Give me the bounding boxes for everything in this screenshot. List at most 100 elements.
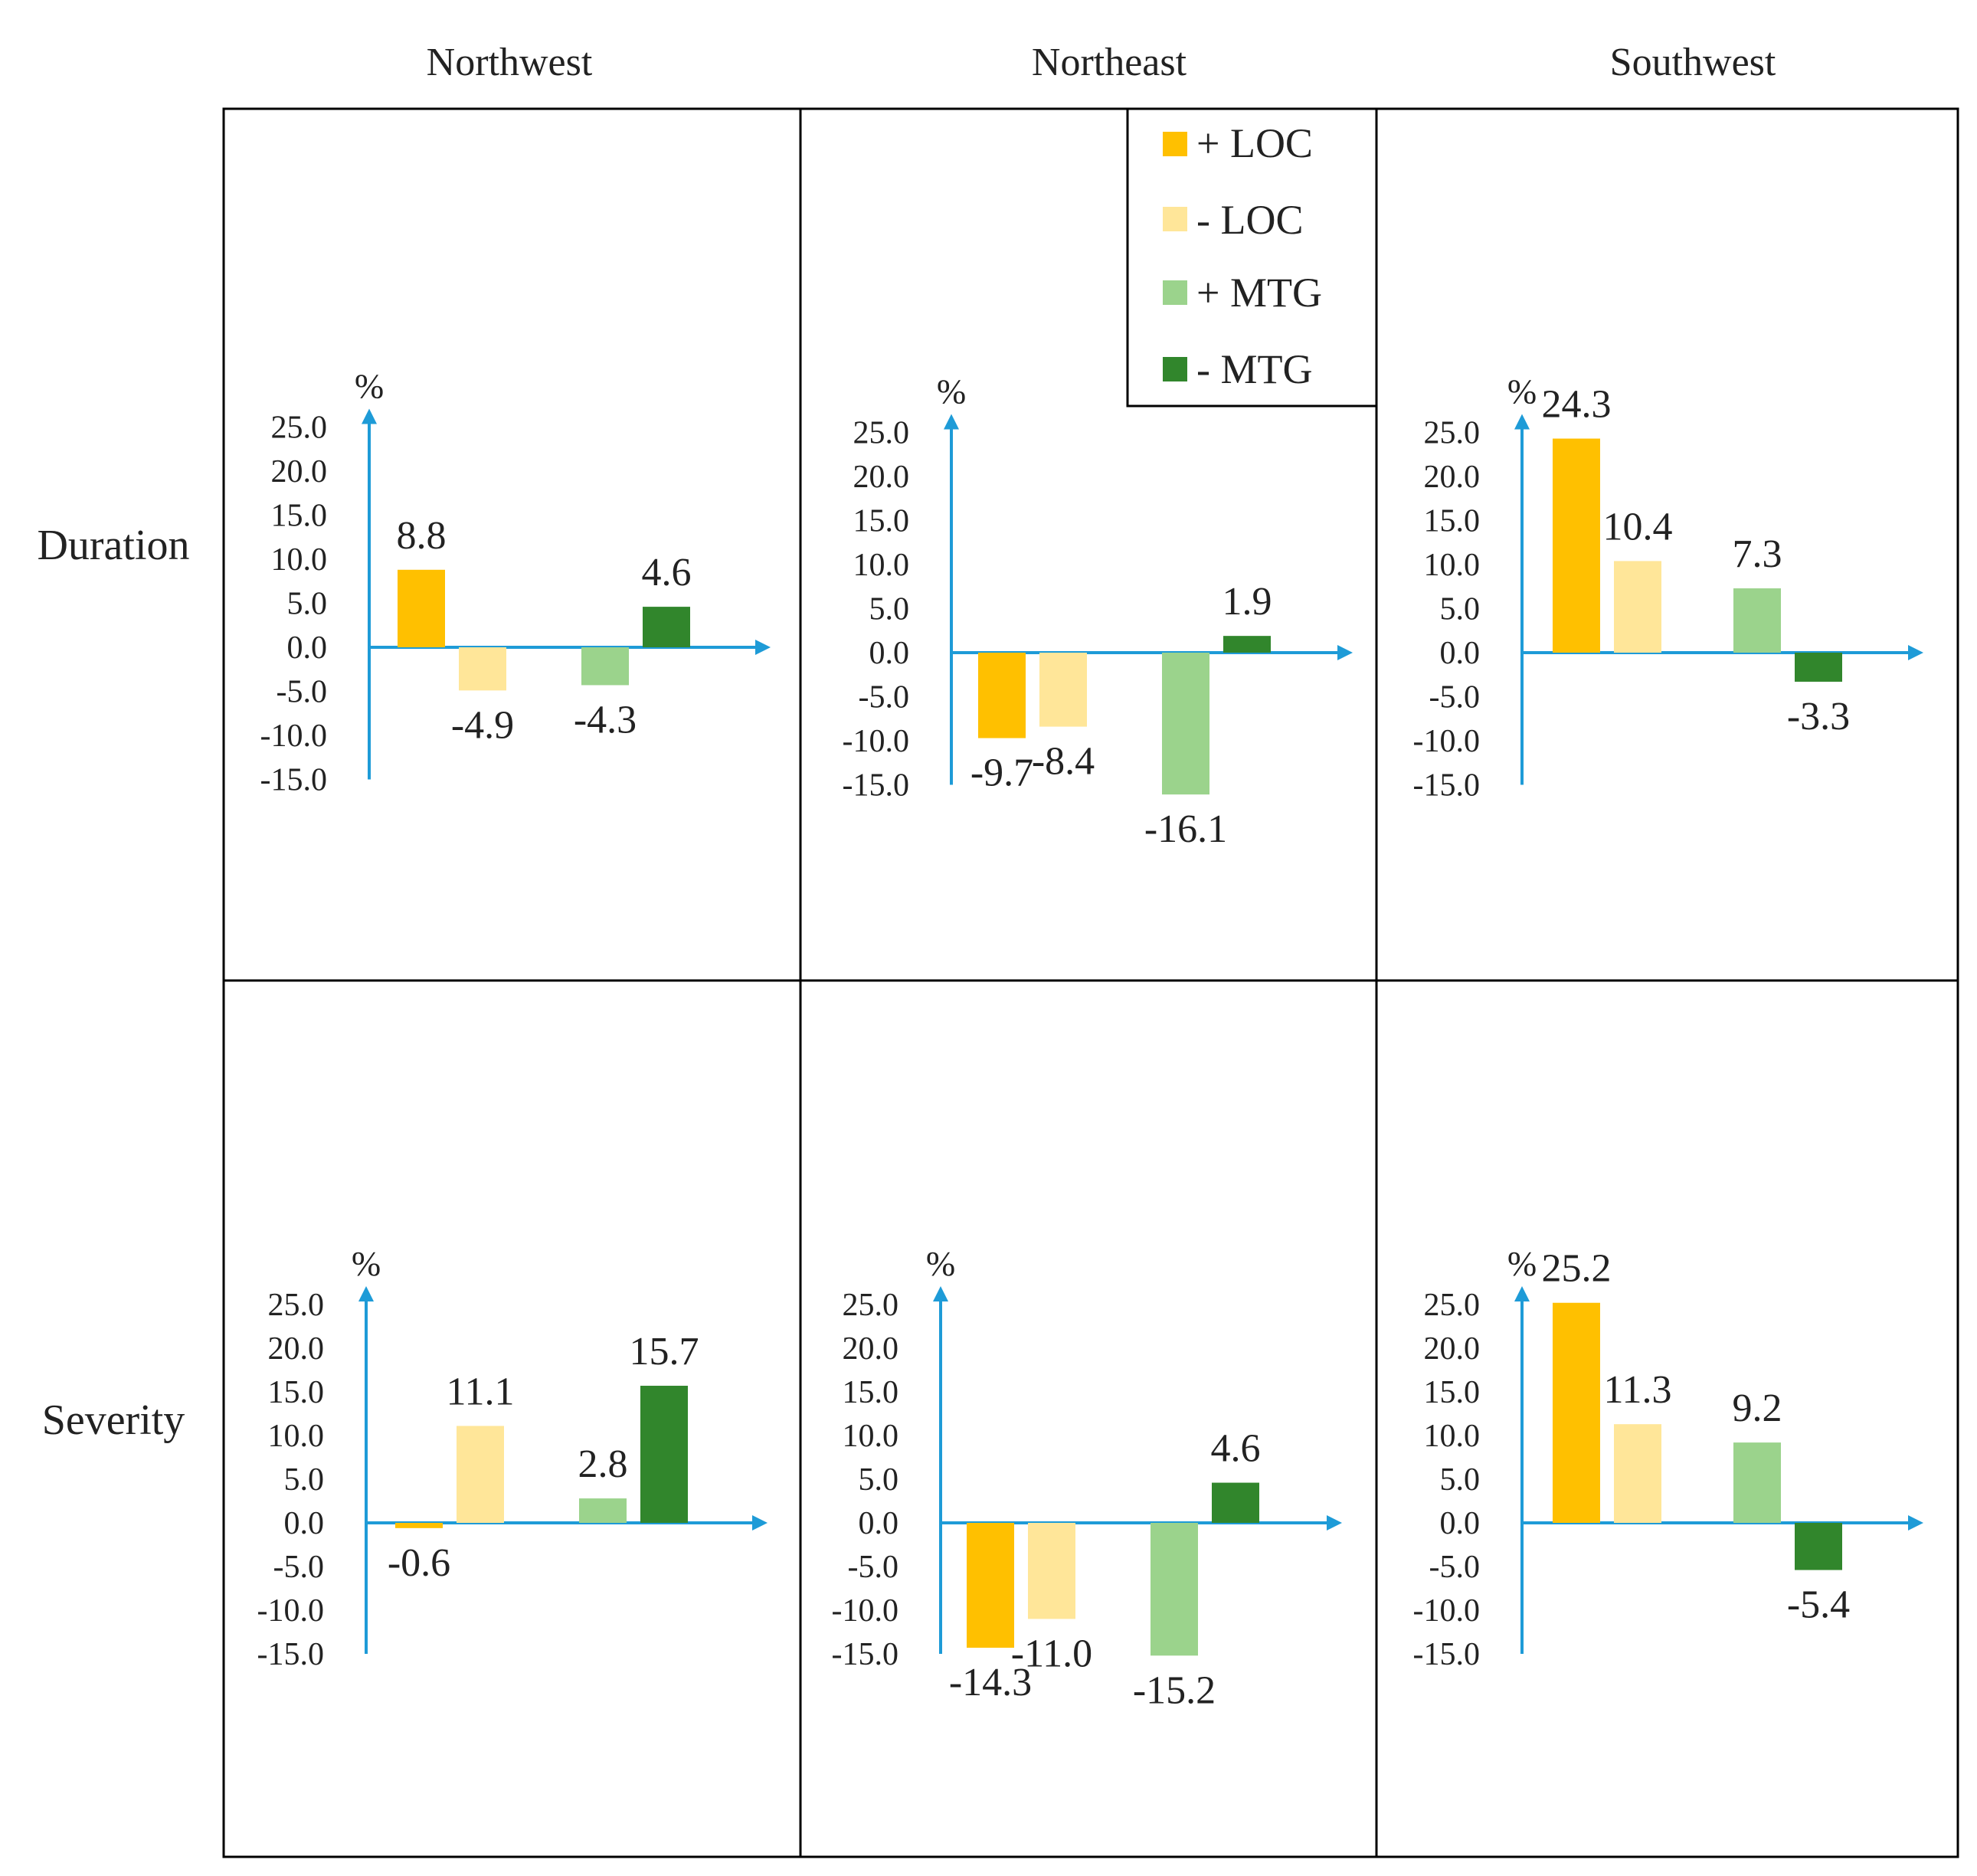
bar-minus-mtg: [640, 1386, 688, 1523]
y-axis-unit-label: %: [1507, 372, 1537, 411]
y-tick-label: 20.0: [1424, 460, 1481, 495]
legend-box: [1126, 107, 1378, 408]
column-title-northeast: Northeast: [1032, 41, 1187, 84]
panel-grid: [222, 107, 1959, 1858]
legend-swatch-minus-loc: [1163, 207, 1187, 231]
legend: + LOC - LOC + MTG - MTG: [1126, 107, 1378, 408]
y-tick-label: 0.0: [859, 1506, 899, 1541]
bar-plus-loc: [395, 1523, 443, 1528]
y-tick-label: -5.0: [1429, 680, 1481, 715]
legend-swatch-plus-mtg: [1163, 280, 1187, 305]
bar-plus-mtg: [579, 1498, 627, 1523]
bar-plus-mtg: [1162, 653, 1209, 795]
bar-minus-mtg: [1795, 653, 1842, 682]
y-tick-label: 15.0: [268, 1375, 325, 1410]
y-axis-unit-label: %: [1507, 1244, 1537, 1283]
data-label-minus-mtg: -5.4: [1787, 1583, 1850, 1627]
bar-plus-loc: [1553, 1302, 1600, 1523]
data-label-plus-mtg: -15.2: [1133, 1668, 1216, 1712]
panel-duration-northwest: % 25.0 20.0 15.0 10.0 5.0 0.0 -5.0 -10.0 -15.0 8.8…: [260, 367, 771, 798]
bar-minus-loc: [1039, 653, 1087, 727]
y-tick-label: 10.0: [1424, 548, 1481, 583]
panel-duration-northeast: % 25.0 20.0 15.0 10.0 5.0 0.0 -5.0 -10.0 -15.0 -9.…: [843, 372, 1353, 851]
y-tick-label: -15.0: [843, 768, 910, 804]
data-label-minus-mtg: 15.7: [630, 1330, 699, 1373]
legend-label-minus-mtg: - MTG: [1196, 346, 1312, 392]
y-tick-label: 20.0: [268, 1331, 325, 1367]
y-tick-label: 20.0: [1424, 1331, 1481, 1367]
y-tick-label: 20.0: [843, 1331, 899, 1367]
y-axis-unit-label: %: [937, 372, 966, 411]
y-tick-label: 10.0: [268, 1419, 325, 1454]
y-tick-label: 15.0: [843, 1375, 899, 1410]
grid-outer-border: [222, 107, 1959, 1858]
y-tick-label: 20.0: [271, 454, 328, 489]
panels-layer: % 25.0 20.0 15.0 10.0 5.0 0.0 -5.0 -10.0 -15.0 8.8…: [257, 367, 1923, 1712]
y-tick-label: 25.0: [1424, 1288, 1481, 1323]
data-label-minus-loc: 11.3: [1603, 1368, 1671, 1412]
y-tick-label: 5.0: [1440, 1462, 1481, 1498]
data-label-plus-mtg: 2.8: [578, 1442, 628, 1486]
y-tick-label: -15.0: [260, 763, 328, 798]
y-tick-label: -5.0: [859, 680, 910, 715]
panel-severity-southwest: % 25.0 20.0 15.0 10.0 5.0 0.0 -5.0 -10.0 -15.0 25.…: [1413, 1244, 1923, 1672]
bar-plus-mtg: [1733, 1442, 1781, 1523]
y-tick-label: -15.0: [1413, 1637, 1481, 1672]
bar-minus-mtg: [1223, 636, 1271, 653]
bar-plus-mtg: [1151, 1523, 1198, 1656]
bar-plus-mtg: [581, 647, 629, 686]
data-label-minus-loc: -4.9: [451, 703, 514, 747]
y-tick-label: 5.0: [284, 1462, 325, 1498]
bar-plus-loc: [1553, 438, 1600, 653]
row-title-duration: Duration: [37, 522, 189, 569]
legend-swatch-plus-loc: [1163, 132, 1187, 156]
y-tick-label: 25.0: [843, 1288, 899, 1323]
bar-plus-loc: [398, 569, 445, 647]
y-tick-label: -10.0: [1413, 724, 1481, 759]
bar-minus-mtg: [1795, 1523, 1842, 1570]
data-label-minus-mtg: -3.3: [1787, 695, 1850, 738]
bar-minus-loc: [1028, 1523, 1075, 1619]
y-tick-label: 25.0: [853, 416, 910, 451]
y-tick-label: 25.0: [1424, 416, 1481, 451]
y-tick-label: -10.0: [260, 719, 328, 754]
data-label-minus-loc: 11.1: [446, 1370, 514, 1413]
y-tick-label: 0.0: [1440, 636, 1481, 671]
y-tick-label: 25.0: [268, 1288, 325, 1323]
y-tick-label: 10.0: [1424, 1419, 1481, 1454]
y-tick-label: -10.0: [1413, 1593, 1481, 1629]
column-title-southwest: Southwest: [1610, 41, 1776, 84]
data-label-minus-loc: -11.0: [1011, 1632, 1092, 1675]
bar-plus-loc: [967, 1523, 1014, 1648]
y-tick-label: 5.0: [1440, 592, 1481, 627]
row-title-severity: Severity: [42, 1396, 185, 1444]
legend-label-plus-loc: + LOC: [1196, 120, 1313, 166]
y-tick-label: 0.0: [1440, 1506, 1481, 1541]
legend-label-plus-mtg: + MTG: [1196, 270, 1322, 316]
data-label-plus-loc: -9.7: [970, 751, 1033, 795]
panel-severity-northeast: % 25.0 20.0 15.0 10.0 5.0 0.0 -5.0 -10.0 -15.0 -14…: [832, 1244, 1342, 1712]
data-label-plus-loc: -0.6: [388, 1541, 450, 1585]
bar-minus-loc: [457, 1426, 504, 1523]
y-axis-unit-label: %: [355, 367, 384, 406]
y-tick-label: 25.0: [271, 411, 328, 446]
data-label-plus-mtg: -4.3: [574, 698, 637, 742]
panel-severity-northwest: % 25.0 20.0 15.0 10.0 5.0 0.0 -5.0 -10.0 -15.0 -0.…: [257, 1244, 768, 1672]
legend-swatch-minus-mtg: [1163, 357, 1187, 381]
y-tick-label: 5.0: [859, 1462, 899, 1498]
y-tick-label: 10.0: [853, 548, 910, 583]
y-tick-label: 5.0: [869, 592, 910, 627]
y-tick-label: -10.0: [843, 724, 910, 759]
y-tick-label: -10.0: [257, 1593, 325, 1629]
y-tick-label: 15.0: [271, 499, 328, 534]
bar-minus-loc: [1614, 561, 1661, 653]
y-tick-label: 15.0: [1424, 504, 1481, 539]
y-tick-label: -15.0: [1413, 768, 1481, 804]
y-tick-label: -5.0: [1429, 1550, 1481, 1585]
data-label-minus-mtg: 1.9: [1223, 580, 1272, 624]
data-label-minus-loc: 10.4: [1603, 505, 1673, 548]
data-label-minus-mtg: 4.6: [1211, 1427, 1261, 1471]
legend-label-minus-loc: - LOC: [1196, 197, 1303, 243]
y-tick-label: 20.0: [853, 460, 910, 495]
